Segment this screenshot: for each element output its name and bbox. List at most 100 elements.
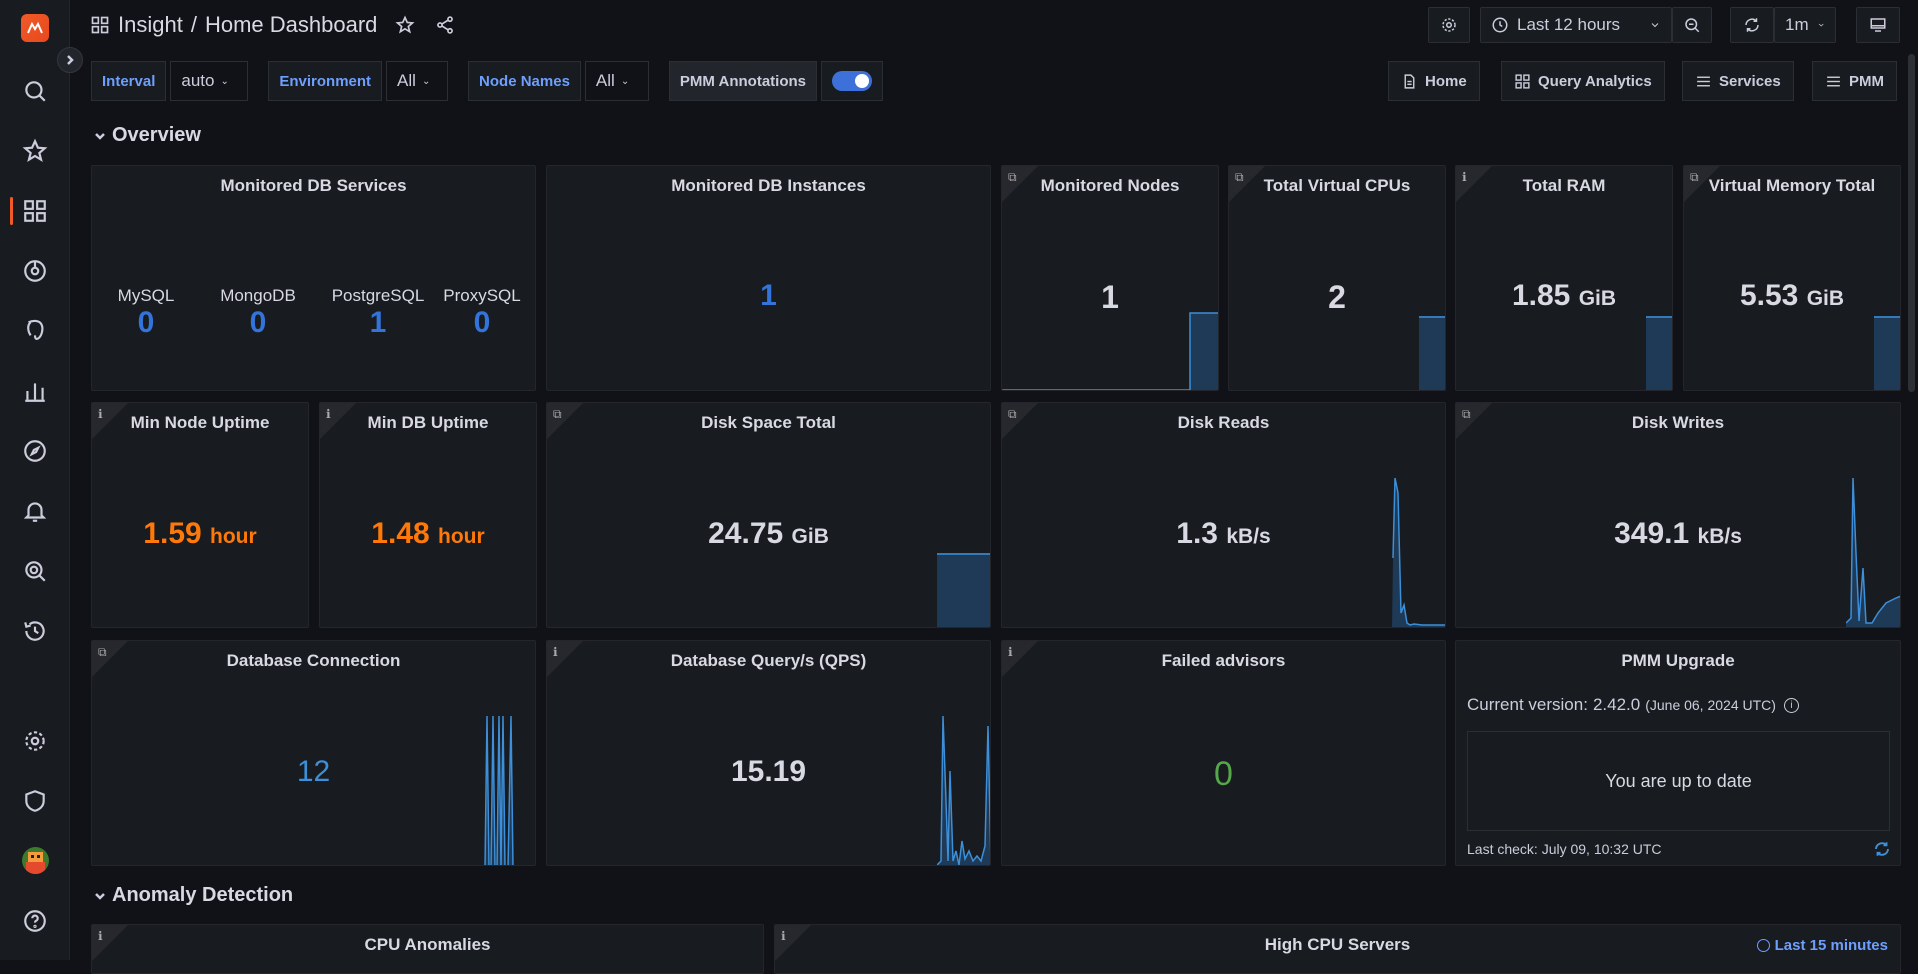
sparkline xyxy=(484,715,514,865)
info-icon[interactable]: ℹ xyxy=(553,645,558,659)
tv-mode-button[interactable] xyxy=(1856,7,1900,43)
settings-gear-icon[interactable] xyxy=(19,725,51,757)
panel-title[interactable]: Disk Space Total xyxy=(701,413,836,432)
stat-number: 1.59 xyxy=(143,517,202,550)
external-link-icon[interactable]: ⧉ xyxy=(1008,407,1017,421)
info-icon[interactable]: ℹ xyxy=(1462,170,1467,184)
panel-database-qps[interactable]: ℹ Database Query/s (QPS) 15.19 xyxy=(546,640,991,866)
page-title[interactable]: Home Dashboard xyxy=(204,12,378,37)
link-services[interactable]: Services xyxy=(1682,61,1794,101)
row-anomaly-detection[interactable]: Anomaly Detection xyxy=(94,884,293,907)
panel-title[interactable]: Monitored Nodes xyxy=(1040,176,1180,195)
external-link-icon[interactable]: ⧉ xyxy=(553,407,562,421)
stat-value: 2 xyxy=(1328,279,1346,315)
external-link-icon[interactable]: ⧉ xyxy=(1008,170,1017,184)
info-icon[interactable]: ℹ xyxy=(326,407,331,421)
panel-monitored-db-instances[interactable]: Monitored DB Instances 1 xyxy=(546,165,991,391)
star-icon[interactable] xyxy=(395,15,415,35)
panel-title[interactable]: High CPU Servers xyxy=(1264,935,1411,954)
service-mongodb: MongoDB 0 xyxy=(218,286,298,340)
external-link-icon[interactable]: ⧉ xyxy=(1690,170,1699,184)
query-analytics-icon[interactable] xyxy=(19,375,51,407)
panel-title[interactable]: CPU Anomalies xyxy=(364,935,491,954)
avatar[interactable] xyxy=(22,847,49,874)
toggle-switch[interactable] xyxy=(832,71,873,91)
backup-history-icon[interactable] xyxy=(19,615,51,647)
service-count: 0 xyxy=(249,306,267,339)
link-home[interactable]: Home xyxy=(1388,61,1480,101)
panel-title[interactable]: Min DB Uptime xyxy=(367,413,489,432)
external-link-icon[interactable]: ⧉ xyxy=(1235,170,1244,184)
postgresql-icon[interactable] xyxy=(19,315,51,347)
panel-disk-writes[interactable]: ⧉ Disk Writes 349.1 kB/s xyxy=(1455,402,1901,628)
stat-unit: GiB xyxy=(1806,287,1845,310)
share-icon[interactable] xyxy=(435,15,455,35)
panel-database-connection[interactable]: ⧉ Database Connection 12 xyxy=(91,640,536,866)
panel-monitored-db-services[interactable]: Monitored DB Services MySQL 0 MongoDB 0 Po… xyxy=(91,165,536,391)
panel-virtual-memory-total[interactable]: ⧉ Virtual Memory Total 5.53 GiB xyxy=(1683,165,1901,391)
help-icon[interactable] xyxy=(19,905,51,937)
breadcrumb-folder[interactable]: Insight xyxy=(118,12,183,37)
info-icon[interactable]: i xyxy=(1783,697,1799,713)
panel-disk-space-total[interactable]: ⧉ Disk Space Total 24.75 GiB xyxy=(546,402,991,628)
panel-high-cpu-servers[interactable]: ℹ High CPU Servers Last 15 minutes xyxy=(774,924,1901,974)
alerting-bell-icon[interactable] xyxy=(19,495,51,527)
link-pmm[interactable]: PMM xyxy=(1812,61,1897,101)
advisors-icon[interactable] xyxy=(19,555,51,587)
info-icon[interactable]: ℹ xyxy=(1008,645,1013,659)
panel-title[interactable]: Total RAM xyxy=(1522,176,1606,195)
panel-disk-reads[interactable]: ⧉ Disk Reads 1.3 kB/s xyxy=(1001,402,1446,628)
panel-failed-advisors[interactable]: ℹ Failed advisors 0 xyxy=(1001,640,1446,866)
external-link-icon[interactable]: ⧉ xyxy=(1462,407,1471,421)
panel-title[interactable]: Database Query/s (QPS) xyxy=(670,651,867,670)
refresh-interval-label: 1m xyxy=(1785,15,1809,34)
scrollbar[interactable] xyxy=(1908,54,1915,392)
panel-corner xyxy=(547,403,583,439)
variable-select-interval[interactable]: auto ⌄ xyxy=(170,61,249,101)
dashboard-settings-button[interactable] xyxy=(1428,7,1470,43)
panel-pmm-upgrade[interactable]: PMM Upgrade Current version: 2.42.0 (Jun… xyxy=(1455,640,1901,866)
stat-value: 24.75 GiB xyxy=(547,517,990,551)
shield-icon[interactable] xyxy=(19,785,51,817)
external-link-icon[interactable]: ⧉ xyxy=(98,645,107,659)
chevron-down-icon xyxy=(95,892,105,900)
refresh-interval-picker[interactable]: 1m xyxy=(1774,7,1836,43)
info-icon[interactable]: ℹ xyxy=(98,929,103,943)
pmm-logo-icon[interactable] xyxy=(21,14,49,42)
refresh-icon[interactable] xyxy=(1873,840,1891,858)
refresh-button[interactable] xyxy=(1730,7,1774,43)
panel-total-ram[interactable]: ℹ Total RAM 1.85 GiB xyxy=(1455,165,1673,391)
variable-label-interval: Interval xyxy=(91,61,167,101)
panel-title[interactable]: Failed advisors xyxy=(1161,651,1286,670)
panel-total-vcpus[interactable]: ⧉ Total Virtual CPUs 2 xyxy=(1228,165,1446,391)
info-icon[interactable]: ℹ xyxy=(781,929,786,943)
info-icon[interactable]: ℹ xyxy=(98,407,103,421)
panel-title[interactable]: Virtual Memory Total xyxy=(1708,176,1876,195)
zoom-out-button[interactable] xyxy=(1672,7,1712,43)
panel-title[interactable]: Disk Writes xyxy=(1631,413,1725,432)
variable-select-environment[interactable]: All ⌄ xyxy=(386,61,449,101)
panel-min-node-uptime[interactable]: ℹ Min Node Uptime 1.59 hour xyxy=(91,402,309,628)
panel-title[interactable]: Total Virtual CPUs xyxy=(1263,176,1411,195)
row-overview[interactable]: Overview xyxy=(94,124,201,147)
search-icon[interactable] xyxy=(19,75,51,107)
panel-title[interactable]: Min Node Uptime xyxy=(130,413,270,432)
panel-title[interactable]: Monitored DB Services xyxy=(220,176,407,195)
starred-icon[interactable] xyxy=(19,135,51,167)
dashboards-icon[interactable] xyxy=(19,195,51,227)
panel-monitored-nodes[interactable]: ⧉ Monitored Nodes 1 xyxy=(1001,165,1219,391)
time-range-picker[interactable]: Last 12 hours xyxy=(1480,7,1672,43)
os-dashboard-icon[interactable] xyxy=(19,255,51,287)
annotations-toggle[interactable] xyxy=(821,61,884,101)
panel-title[interactable]: Disk Reads xyxy=(1177,413,1270,432)
stat-number: 24.75 xyxy=(708,517,784,550)
expand-sidebar-button[interactable] xyxy=(57,47,83,73)
explore-icon[interactable] xyxy=(19,435,51,467)
link-query-analytics[interactable]: Query Analytics xyxy=(1501,61,1665,101)
panel-min-db-uptime[interactable]: ℹ Min DB Uptime 1.48 hour xyxy=(319,402,537,628)
panel-title[interactable]: Database Connection xyxy=(226,651,401,670)
panel-title[interactable]: Monitored DB Instances xyxy=(671,176,866,195)
panel-cpu-anomalies[interactable]: ℹ CPU Anomalies xyxy=(91,924,764,974)
panel-title[interactable]: PMM Upgrade xyxy=(1621,651,1735,670)
variable-select-node-names[interactable]: All ⌄ xyxy=(584,61,649,101)
